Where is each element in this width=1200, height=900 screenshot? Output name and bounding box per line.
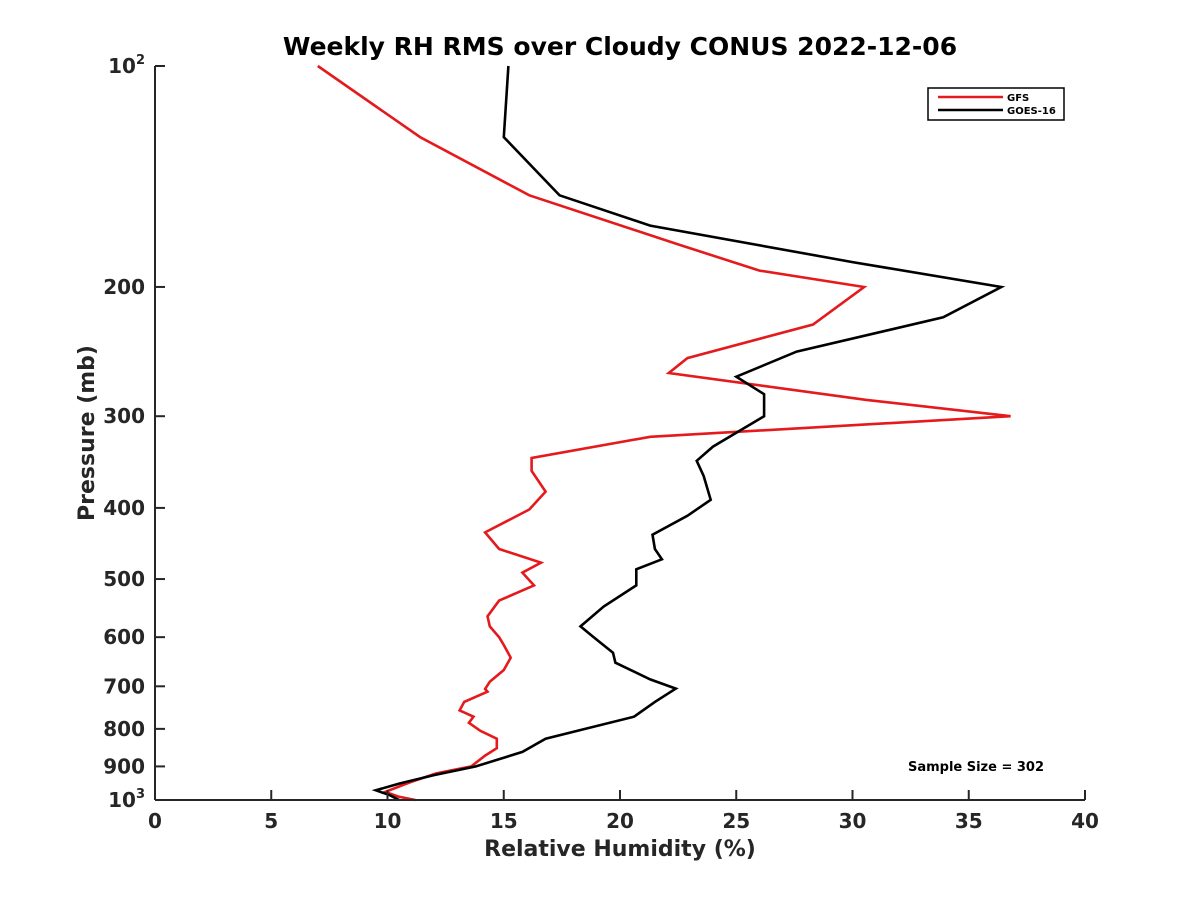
legend-label-goes16: GOES-16: [1007, 106, 1056, 117]
y-tick-label: 700: [103, 674, 145, 698]
x-tick-label: 30: [839, 809, 867, 833]
series-line-gfs: [317, 64, 1011, 802]
y-tick-label: 600: [103, 625, 145, 649]
legend-box: [927, 87, 1065, 121]
y-tick-label-exponent: 3: [136, 787, 145, 802]
x-tick-label: 10: [374, 809, 402, 833]
y-tick-label-base: 200: [103, 275, 145, 299]
y-tick-label-base: 600: [103, 625, 145, 649]
y-tick-label: 400: [103, 496, 145, 520]
y-tick-label-base: 500: [103, 567, 145, 591]
x-tick-label: 40: [1071, 809, 1099, 833]
y-tick-label-base: 700: [103, 674, 145, 698]
y-tick-label: 500: [103, 567, 145, 591]
y-tick-label-base: 800: [103, 717, 145, 741]
x-tick-label: 20: [606, 809, 634, 833]
y-tick-label: 300: [103, 404, 145, 428]
y-tick-label-base: 10: [108, 54, 136, 78]
y-tick-label: 900: [103, 754, 145, 778]
y-tick-label-base: 10: [108, 788, 136, 812]
y-tick-label: 102: [108, 53, 145, 78]
legend-label-gfs: GFS: [1007, 93, 1029, 104]
x-tick-label: 0: [148, 809, 162, 833]
y-tick-label-base: 900: [103, 754, 145, 778]
x-tick-label: 15: [490, 809, 518, 833]
y-axis-label: Pressure (mb): [75, 345, 100, 521]
y-tick-label: 800: [103, 717, 145, 741]
plot-area: [317, 64, 1011, 802]
legend: GFS GOES-16: [927, 87, 1065, 121]
y-tick-label: 103: [108, 787, 145, 812]
y-tick-label-exponent: 2: [136, 53, 145, 68]
sample-size-annotation: Sample Size = 302: [908, 760, 1044, 775]
x-tick-label: 35: [955, 809, 983, 833]
series-line-goes16: [371, 65, 1006, 802]
x-axis-label: Relative Humidity (%): [484, 837, 756, 862]
y-tick-label: 200: [103, 275, 145, 299]
x-tick-label: 25: [722, 809, 750, 833]
y-tick-label-base: 300: [103, 404, 145, 428]
x-axis-ticks: 0 5 10 15 20 25 30 35 40: [148, 790, 1099, 833]
chart-title: Weekly RH RMS over Cloudy CONUS 2022-12-…: [283, 32, 957, 61]
y-tick-label-base: 400: [103, 496, 145, 520]
x-tick-label: 5: [264, 809, 278, 833]
